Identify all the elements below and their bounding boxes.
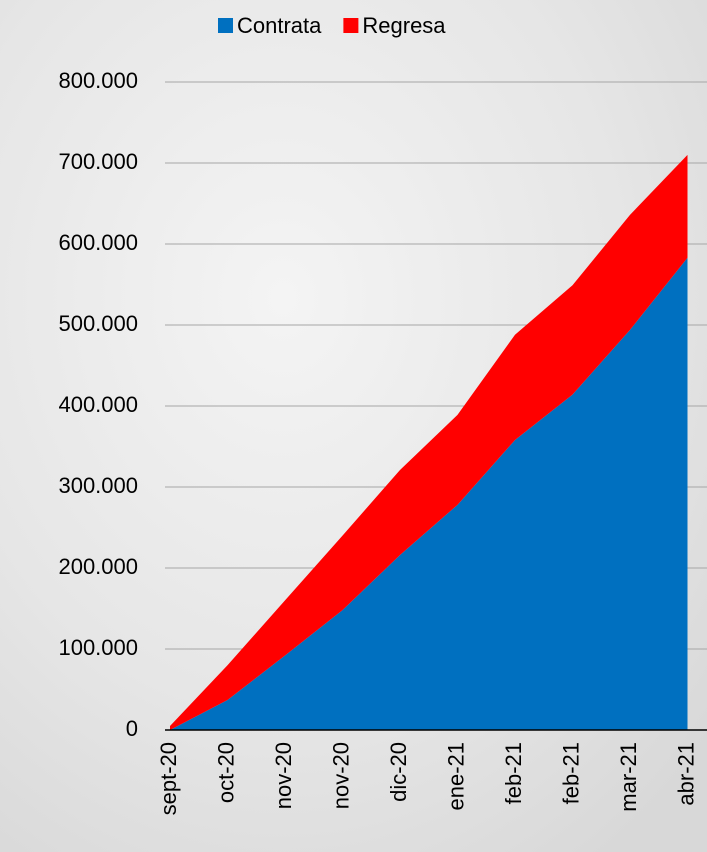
x-tick-label: feb-21 xyxy=(558,742,583,804)
legend-label: Contrata xyxy=(237,13,322,38)
x-tick-label: nov-20 xyxy=(271,742,296,809)
x-tick-label: ene-21 xyxy=(443,742,468,811)
y-tick-label: 500.000 xyxy=(58,311,138,336)
area xyxy=(170,154,688,730)
y-tick-label: 0 xyxy=(126,716,138,741)
y-tick-label: 300.000 xyxy=(58,473,138,498)
area xyxy=(170,257,688,730)
x-tick-label: nov-20 xyxy=(328,742,353,809)
y-tick-label: 100.000 xyxy=(58,635,138,660)
x-tick-label: sept-20 xyxy=(156,742,181,815)
x-tick-label: oct-20 xyxy=(213,742,238,803)
y-tick-label: 800.000 xyxy=(58,68,138,93)
x-tick-label: dic-20 xyxy=(386,742,411,802)
y-tick-label: 700.000 xyxy=(58,149,138,174)
x-tick-label: abr-21 xyxy=(673,742,698,806)
y-tick-label: 200.000 xyxy=(58,554,138,579)
legend-swatch xyxy=(218,18,233,33)
y-tick-label: 600.000 xyxy=(58,230,138,255)
y-tick-label: 400.000 xyxy=(58,392,138,417)
legend-swatch xyxy=(343,18,359,33)
legend-label: Regresa xyxy=(362,13,446,38)
x-tick-label: mar-21 xyxy=(616,742,641,812)
x-tick-label: feb-21 xyxy=(501,742,526,804)
